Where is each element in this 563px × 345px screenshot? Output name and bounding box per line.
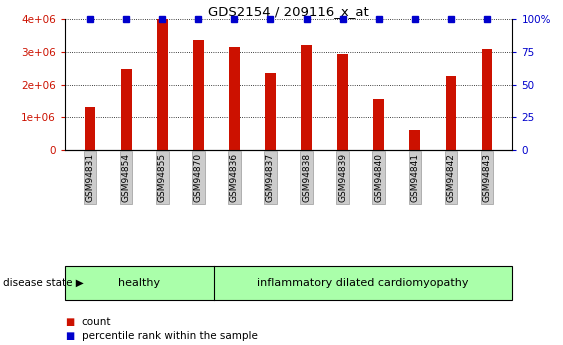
Bar [193, 40, 204, 150]
Text: GSM94870: GSM94870 [194, 153, 203, 202]
Text: GSM94839: GSM94839 [338, 153, 347, 202]
Bar [373, 99, 384, 150]
Text: GSM94837: GSM94837 [266, 153, 275, 202]
Text: GSM94840: GSM94840 [374, 153, 383, 202]
Text: count: count [82, 317, 111, 326]
Text: percentile rank within the sample: percentile rank within the sample [82, 332, 257, 341]
Text: GSM94836: GSM94836 [230, 153, 239, 202]
Bar [482, 49, 493, 150]
Text: GSM94841: GSM94841 [410, 153, 419, 202]
Text: ■: ■ [65, 332, 74, 341]
Bar [84, 108, 95, 150]
Text: GSM94855: GSM94855 [158, 153, 167, 202]
Bar [409, 130, 421, 150]
Text: GSM94831: GSM94831 [86, 153, 95, 202]
Bar [301, 45, 312, 150]
Text: inflammatory dilated cardiomyopathy: inflammatory dilated cardiomyopathy [257, 278, 469, 288]
Text: GSM94838: GSM94838 [302, 153, 311, 202]
Text: ■: ■ [65, 317, 74, 326]
Bar [157, 19, 168, 150]
Text: GSM94843: GSM94843 [482, 153, 491, 202]
Text: GSM94842: GSM94842 [446, 153, 455, 202]
Bar [120, 69, 132, 150]
Text: GSM94854: GSM94854 [122, 153, 131, 202]
Bar [337, 54, 348, 150]
Text: healthy: healthy [118, 278, 160, 288]
Bar [445, 76, 457, 150]
Text: disease state ▶: disease state ▶ [3, 278, 83, 288]
Title: GDS2154 / 209116_x_at: GDS2154 / 209116_x_at [208, 5, 369, 18]
Bar [229, 47, 240, 150]
Bar [265, 73, 276, 150]
